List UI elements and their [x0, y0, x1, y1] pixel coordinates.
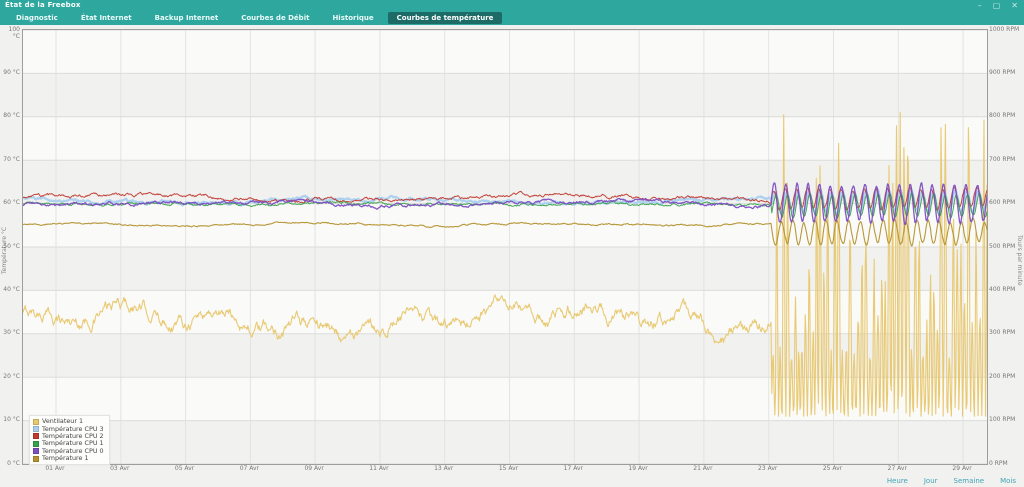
x-axis-tick: 09 Avr — [304, 465, 324, 472]
legend-item-temperature-1: Température 1 — [33, 455, 104, 462]
link-mois[interactable]: Mois — [1000, 477, 1016, 485]
legend-swatch — [33, 433, 39, 440]
y-left-tick: 100 °C — [8, 25, 20, 40]
legend-label: Température CPU 2 — [42, 431, 104, 440]
tab-bar: Diagnostic État Internet Backup Internet Co… — [0, 11, 1024, 25]
tab-backup-internet[interactable]: Backup Internet — [154, 14, 219, 22]
chart-plot — [23, 30, 987, 464]
window-title: État de la Freebox — [5, 1, 81, 9]
tab-diagnostic[interactable]: Diagnostic — [16, 14, 58, 22]
x-axis-tick: 19 Avr — [628, 465, 648, 472]
tab-historique[interactable]: Historique — [332, 14, 374, 22]
legend-item-temperature-cpu-0: Température CPU 0 — [33, 446, 104, 455]
x-axis-tick: 07 Avr — [239, 465, 259, 472]
window-titlebar: État de la Freebox – ▢ ✕ — [0, 0, 1024, 11]
series-temperature-cpu-2 — [23, 186, 987, 211]
x-axis-tick: 21 Avr — [693, 465, 713, 472]
tab-courbes-de-debit[interactable]: Courbes de Débit — [241, 14, 310, 22]
x-axis-tick: 25 Avr — [822, 465, 843, 472]
x-axis-tick: 11 Avr — [369, 465, 389, 472]
y-axis-left-title: Température °C — [1, 226, 8, 274]
legend-swatch — [33, 418, 39, 425]
x-axis-tick: 27 Avr — [887, 465, 907, 472]
x-axis-tick: 23 Avr — [758, 465, 778, 472]
y-left-tick: 80 °C — [3, 112, 20, 120]
y-right-tick: 700 RPM — [989, 155, 1016, 163]
y-right-tick: 0 RPM — [989, 459, 1008, 467]
maximize-button[interactable]: ▢ — [992, 0, 1001, 10]
legend-label: Température CPU 1 — [42, 439, 104, 448]
legend-item-temperature-cpu-2: Température CPU 2 — [33, 431, 104, 440]
y-right-tick: 1000 RPM — [989, 25, 1020, 33]
legend-label: Ventilateur 1 — [42, 417, 84, 426]
series-ventilateur-1 — [23, 111, 987, 417]
y-left-tick: 60 °C — [3, 199, 20, 207]
y-left-tick: 10 °C — [3, 416, 20, 424]
legend-swatch — [33, 448, 39, 455]
series-temperature-1 — [23, 217, 987, 247]
x-axis-tick: 29 Avr — [952, 465, 972, 472]
minimize-button[interactable]: – — [977, 0, 982, 10]
y-right-tick: 200 RPM — [989, 372, 1016, 380]
window-controls: – ▢ ✕ — [978, 0, 1018, 11]
y-left-tick: 50 °C — [3, 242, 20, 250]
y-left-tick: 0 °C — [7, 459, 20, 467]
tab-courbes-de-temperature[interactable]: Courbes de température — [387, 12, 503, 24]
x-axis-tick: 15 Avr — [498, 465, 519, 472]
x-axis-tick: 17 Avr — [563, 465, 583, 472]
y-axis-right-title: Tours par minute — [1016, 234, 1023, 286]
y-right-tick: 100 RPM — [989, 416, 1016, 424]
x-axis-tick: 05 Avr — [174, 465, 195, 472]
y-left-tick: 30 °C — [3, 329, 20, 337]
y-left-tick: 40 °C — [3, 285, 20, 293]
x-axis-tick: 13 Avr — [434, 465, 454, 472]
temperature-chart: Ventilateur 1 Température CPU 3 Températur… — [22, 29, 988, 466]
y-right-tick: 800 RPM — [989, 112, 1016, 120]
legend-swatch — [33, 426, 39, 433]
legend-item-temperature-cpu-3: Température CPU 3 — [33, 424, 104, 433]
legend-swatch — [33, 440, 39, 447]
y-right-tick: 300 RPM — [989, 329, 1016, 337]
y-right-tick: 900 RPM — [989, 68, 1016, 76]
time-range-links: Heure Jour Semaine Mois — [887, 477, 1016, 485]
link-semaine[interactable]: Semaine — [953, 477, 985, 485]
y-left-tick: 90 °C — [3, 68, 20, 76]
series-temperature-cpu-0 — [23, 182, 987, 226]
legend-item-ventilateur-1: Ventilateur 1 — [33, 418, 104, 425]
link-heure[interactable]: Heure — [886, 477, 908, 485]
link-jour[interactable]: Jour — [923, 477, 938, 485]
y-right-tick: 500 RPM — [989, 242, 1016, 250]
legend-label: Température CPU 0 — [42, 446, 104, 455]
legend-swatch — [33, 455, 39, 462]
legend-item-temperature-cpu-1: Température CPU 1 — [33, 440, 104, 447]
x-axis-tick: 03 Avr — [110, 465, 130, 472]
close-button[interactable]: ✕ — [1011, 0, 1018, 10]
x-axis-tick: 01 Avr — [45, 465, 65, 472]
y-right-tick: 600 RPM — [989, 199, 1016, 207]
tab-etat-internet[interactable]: État Internet — [80, 14, 132, 22]
legend-label: Température 1 — [42, 454, 89, 463]
legend-label: Température CPU 3 — [42, 424, 104, 433]
y-left-tick: 20 °C — [3, 372, 20, 380]
chart-legend: Ventilateur 1 Température CPU 3 Températur… — [29, 415, 110, 466]
y-left-tick: 70 °C — [3, 155, 20, 163]
y-right-tick: 400 RPM — [989, 285, 1016, 293]
